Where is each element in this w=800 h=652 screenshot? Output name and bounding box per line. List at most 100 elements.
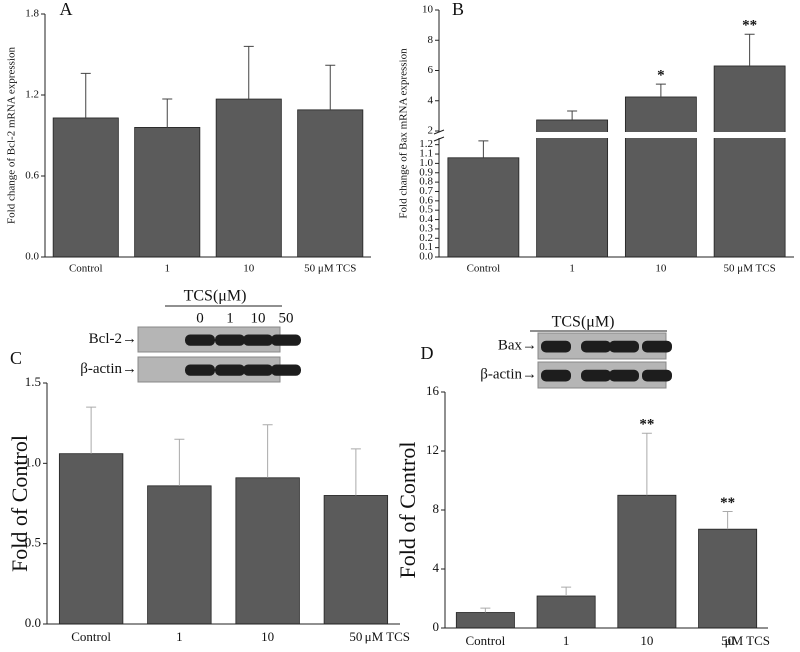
panel-label: C bbox=[10, 348, 22, 368]
error-bar bbox=[480, 607, 491, 613]
bar bbox=[147, 485, 212, 625]
y-tick-label: 8 bbox=[428, 34, 434, 46]
bar bbox=[134, 127, 201, 258]
x-tick-label: 50 bbox=[349, 629, 362, 644]
x-tick-label: 1 bbox=[176, 629, 183, 644]
y-tick-label: 0.3 bbox=[419, 222, 433, 234]
x-tick-label: Control bbox=[466, 633, 506, 648]
bar bbox=[447, 157, 520, 258]
blot-band bbox=[243, 364, 273, 376]
x-tick-label: 1 bbox=[165, 263, 171, 275]
blot-row-label: β-actin→ bbox=[80, 361, 137, 377]
bar bbox=[235, 477, 300, 625]
axis-break-gap bbox=[440, 132, 795, 138]
y-tick-label: 0.6 bbox=[419, 194, 433, 206]
significance-mark: * bbox=[657, 68, 665, 84]
blot-band bbox=[185, 334, 215, 346]
error-bar bbox=[641, 432, 652, 496]
y-tick-label: 12 bbox=[426, 442, 439, 457]
y-tick-label: 1.0 bbox=[419, 157, 433, 169]
axis-break-gap bbox=[435, 132, 443, 138]
y-tick-label: 0.0 bbox=[25, 615, 41, 630]
blot-lane-label: 0 bbox=[196, 310, 204, 326]
error-bar bbox=[86, 406, 97, 454]
blot-band bbox=[271, 334, 301, 346]
y-tick-label: 4 bbox=[433, 560, 440, 575]
x-tick-label: 50 bbox=[721, 633, 734, 648]
y-tick-label: 0.5 bbox=[25, 535, 41, 550]
bar bbox=[52, 117, 119, 258]
y-tick-label: 16 bbox=[426, 383, 440, 398]
blot-band bbox=[243, 334, 273, 346]
blot-row-label: Bcl-2→ bbox=[89, 331, 137, 347]
blot-band bbox=[581, 340, 611, 353]
y-tick-label: 0.4 bbox=[419, 213, 433, 225]
error-bar bbox=[174, 438, 185, 486]
blot-band bbox=[215, 334, 245, 346]
blot-band bbox=[215, 364, 245, 376]
y-tick-label: 1.0 bbox=[25, 454, 41, 469]
blot-band bbox=[541, 340, 571, 353]
bar bbox=[455, 612, 515, 629]
x-tick-label: Control bbox=[467, 263, 501, 275]
x-tick-label: Control bbox=[71, 629, 111, 644]
bar bbox=[536, 595, 596, 629]
y-axis-label: Fold change of Bax mRNA expression bbox=[398, 48, 410, 219]
y-tick-label: 0.0 bbox=[25, 251, 39, 263]
bar bbox=[713, 65, 786, 258]
blot-band bbox=[581, 369, 611, 382]
y-tick-label: 8 bbox=[433, 501, 440, 516]
significance-mark: ** bbox=[720, 495, 735, 511]
panel-label: D bbox=[421, 343, 434, 363]
significance-mark: ** bbox=[742, 18, 757, 34]
y-tick-label: 6 bbox=[428, 64, 434, 76]
error-bar bbox=[567, 110, 578, 120]
bar bbox=[536, 119, 609, 258]
error-bar bbox=[744, 33, 755, 66]
x-tick-label: 1 bbox=[563, 633, 570, 648]
blot-band bbox=[541, 369, 571, 382]
blot-title: TCS(μM) bbox=[552, 314, 615, 331]
error-bar bbox=[655, 83, 666, 97]
panel-label: B bbox=[452, 0, 464, 19]
error-bar bbox=[325, 64, 336, 110]
bar bbox=[698, 528, 758, 629]
error-bar bbox=[561, 586, 572, 596]
y-tick-label: 1.1 bbox=[419, 148, 433, 160]
bar bbox=[323, 495, 389, 625]
y-tick-label: 0 bbox=[433, 619, 440, 634]
panel-label: A bbox=[60, 0, 73, 19]
y-tick-label: 1.2 bbox=[25, 89, 39, 101]
blot-lane-label: 1 bbox=[226, 310, 234, 326]
blot-lane-label: 10 bbox=[251, 310, 266, 326]
y-tick-label: 1.8 bbox=[25, 8, 39, 20]
y-tick-label: 1.5 bbox=[25, 374, 41, 389]
error-bar bbox=[722, 510, 733, 530]
y-tick-label: 4 bbox=[428, 94, 434, 106]
y-tick-label: 2 bbox=[428, 125, 434, 137]
y-tick-label: 0.5 bbox=[419, 204, 433, 216]
x-tick-label: 10 bbox=[655, 263, 667, 275]
error-bar bbox=[80, 72, 91, 118]
x-tick-label: 50 μM TCS bbox=[304, 263, 356, 275]
bar bbox=[297, 109, 364, 258]
error-bar bbox=[478, 140, 489, 158]
y-axis-label: Fold of Control bbox=[7, 435, 32, 572]
error-bar bbox=[262, 424, 273, 478]
y-axis-label: Fold change of Bcl-2 mRNA expression bbox=[6, 47, 18, 224]
y-tick-label: 0.9 bbox=[419, 166, 433, 178]
x-tick-label: 10 bbox=[261, 629, 274, 644]
error-bar bbox=[162, 98, 173, 128]
y-tick-label: 0.7 bbox=[419, 185, 433, 197]
blot-band bbox=[185, 364, 215, 376]
blot-band bbox=[609, 369, 639, 382]
y-tick-label: 10 bbox=[422, 4, 434, 16]
blot-band bbox=[642, 369, 672, 382]
y-tick-label: 0.2 bbox=[419, 232, 433, 244]
x-tick-label: 1 bbox=[569, 263, 575, 275]
blot-row-label: Bax→ bbox=[498, 337, 537, 353]
y-tick-label: 1.2 bbox=[419, 138, 433, 150]
blot-band bbox=[642, 340, 672, 353]
x-axis-unit: μM TCS bbox=[365, 629, 410, 644]
